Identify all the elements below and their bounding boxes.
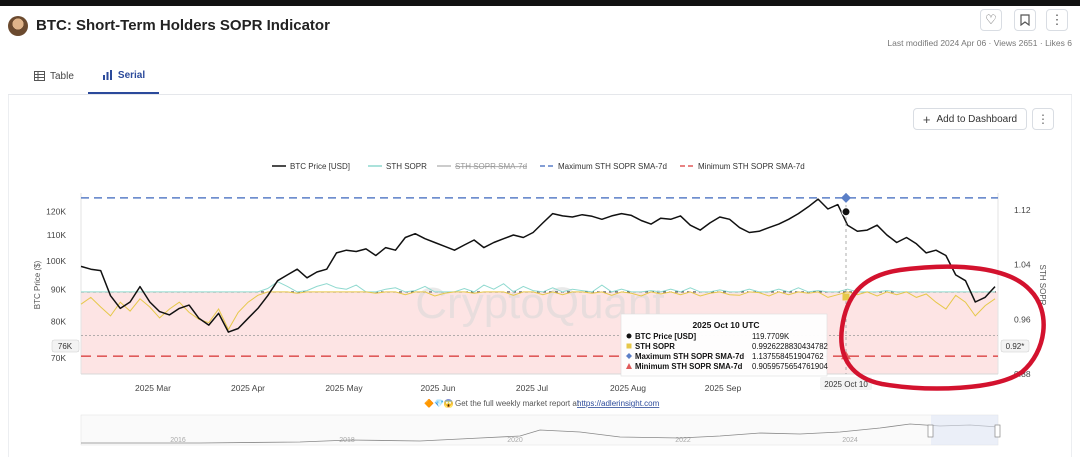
crosshair-date-text: 2025 Oct 10 <box>824 380 868 389</box>
tooltip-row: Maximum STH SOPR SMA-7d 1.137558451904762 <box>626 352 824 361</box>
chart-tooltip: 2025 Oct 10 UTC BTC Price [USD] 119.7709K… <box>620 313 829 377</box>
y-left-tick-label: 80K <box>51 317 66 327</box>
y-axis-left-label: BTC Price ($) <box>33 260 42 309</box>
sopr-marker-badge: 0.92* <box>1000 339 1030 353</box>
footer-emojis: 🔶💎😱 <box>424 398 454 408</box>
tooltip-row-value: 0.9059575654761904 <box>752 362 829 371</box>
page-header: BTC: Short-Term Holders SOPR Indicator ♡… <box>0 6 1080 56</box>
add-to-dashboard-button[interactable]: + Add to Dashboard <box>913 108 1027 130</box>
tooltip-row-label: BTC Price [USD] <box>635 332 696 341</box>
y-right-tick-label: 1.12 <box>1014 205 1031 215</box>
navigator-handle-left[interactable] <box>927 424 934 438</box>
x-axis: 2025 Mar 2025 Apr 2025 May 2025 Jun 2025 Jul… <box>135 383 741 393</box>
max-marker-diamond <box>841 192 851 203</box>
y-right-tick-label: 0.96 <box>1014 314 1031 324</box>
footer-text: Get the full weekly market report at <box>455 399 580 408</box>
x-tick-label: 2025 Apr <box>231 383 265 393</box>
x-tick-label: 2025 Aug <box>610 383 646 393</box>
avatar[interactable] <box>8 16 28 36</box>
plot-series <box>80 198 996 333</box>
like-button[interactable]: ♡ <box>980 9 1002 31</box>
view-tabs: Table Serial <box>20 58 160 94</box>
tooltip-marker <box>626 333 632 339</box>
table-icon <box>34 71 45 81</box>
page-meta: Last modified 2024 Apr 06 · Views 2651 ·… <box>887 38 1072 48</box>
tooltip-row: BTC Price [USD] 119.7709K <box>626 332 790 341</box>
crosshair-date-badge: 2025 Oct 10 <box>820 377 872 390</box>
navigator-year-label: 2024 <box>842 437 858 444</box>
sopr-marker-text: 0.92* <box>1006 342 1025 351</box>
tooltip-title: 2025 Oct 10 UTC <box>692 320 759 330</box>
tabs-divider <box>8 94 1072 95</box>
navigator-year-label: 2020 <box>507 437 523 444</box>
tooltip-row: Minimum STH SOPR SMA-7d 0.905957565476190… <box>626 362 829 371</box>
y-left-tick-label: 90K <box>51 285 66 295</box>
navigator-handle-right[interactable] <box>994 424 1001 438</box>
tooltip-marker <box>626 343 632 349</box>
more-button[interactable]: ⋮ <box>1046 9 1068 31</box>
navigator-year-label: 2022 <box>675 437 691 444</box>
tab-table[interactable]: Table <box>20 58 88 94</box>
price-marker-dot <box>841 207 851 217</box>
bookmark-button[interactable] <box>1014 9 1036 31</box>
highlight-annotation-circle <box>839 264 1046 391</box>
legend-item-label[interactable]: Minimum STH SOPR SMA-7d <box>698 162 805 171</box>
footer-link[interactable]: https://adlerinsight.com <box>577 399 660 408</box>
y-left-tick-label: 120K <box>46 206 66 216</box>
btc-price-line <box>80 198 996 333</box>
tooltip-row: STH SOPR 0.9926228830434782 <box>626 342 828 351</box>
legend-item-label[interactable]: STH SOPR SMA-7d <box>455 162 527 171</box>
page-title: BTC: Short-Term Holders SOPR Indicator <box>36 17 330 34</box>
legend-item-label[interactable]: BTC Price [USD] <box>290 162 350 171</box>
y-axis-left: 120K 110K 100K 90K 80K 70K <box>46 206 66 363</box>
chart-more-button[interactable]: ⋮ <box>1032 108 1054 130</box>
x-tick-label: 2025 Sep <box>705 383 742 393</box>
y-left-tick-label: 100K <box>46 256 66 266</box>
tooltip-marker <box>626 363 632 369</box>
x-tick-label: 2025 Jun <box>421 383 456 393</box>
tab-table-label: Table <box>50 70 74 82</box>
report-footer: 🔶💎😱 Get the full weekly market report at… <box>424 398 660 408</box>
tooltip-row-label: Minimum STH SOPR SMA-7d <box>635 362 743 371</box>
price-marker-badge: 76K <box>51 339 80 353</box>
chart-legend[interactable]: BTC Price [USD] STH SOPR STH SOPR SMA-7d Ma… <box>272 162 805 171</box>
tooltip-marker <box>626 353 632 359</box>
more-vertical-icon: ⋮ <box>1050 12 1064 27</box>
x-tick-label: 2025 May <box>325 383 363 393</box>
legend-item-label[interactable]: Maximum STH SOPR SMA-7d <box>558 162 667 171</box>
price-marker-text: 76K <box>58 342 73 351</box>
bar-chart-icon <box>102 70 112 80</box>
x-tick-label: 2025 Jul <box>516 383 548 393</box>
heart-icon: ♡ <box>985 12 997 27</box>
y-right-tick-label: 1.04 <box>1014 260 1031 270</box>
plus-icon: + <box>922 111 931 127</box>
tab-serial[interactable]: Serial <box>87 58 160 94</box>
tooltip-row-label: STH SOPR <box>635 342 675 351</box>
sth-sopr-line-above <box>81 281 995 293</box>
navigator-selection[interactable] <box>931 415 998 445</box>
y-axis-right-label: STH SOPR <box>1038 265 1047 306</box>
more-vertical-icon: ⋮ <box>1037 112 1049 126</box>
navigator-price-line <box>81 423 999 444</box>
legend-item-label[interactable]: STH SOPR <box>386 162 427 171</box>
tooltip-row-label: Maximum STH SOPR SMA-7d <box>635 352 744 361</box>
tooltip-row-value: 1.137558451904762 <box>752 352 824 361</box>
tooltip-row-value: 119.7709K <box>752 332 790 341</box>
top-strip <box>0 0 1080 6</box>
chart-panel <box>8 95 1072 457</box>
sopr-marker-square <box>842 293 850 301</box>
y-left-tick-label: 70K <box>51 353 66 363</box>
sth-sopr-line-below <box>80 291 996 331</box>
y-axis-right: 1.121.040.960.88 <box>1014 205 1031 379</box>
tooltip-row-value: 0.9926228830434782 <box>752 342 828 351</box>
y-left-tick-label: 110K <box>47 230 67 240</box>
bookmark-icon <box>1020 14 1030 26</box>
time-navigator[interactable]: 2016 2018 2020 2022 2024 <box>80 414 1001 446</box>
add-to-dashboard-label: Add to Dashboard <box>936 113 1018 125</box>
navigator-year-label: 2016 <box>170 437 186 444</box>
x-tick-label: 2025 Mar <box>135 383 171 393</box>
tab-serial-label: Serial <box>117 69 146 81</box>
